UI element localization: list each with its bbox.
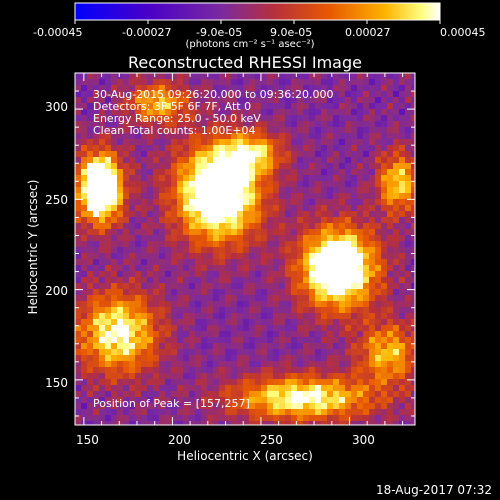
x-tick-label: 200 (168, 433, 191, 447)
footer-date: 18-Aug-2017 07:32 (375, 483, 492, 497)
y-tick-label: 250 (45, 193, 68, 207)
plot-title: Reconstructed RHESSI Image (128, 53, 362, 72)
y-tick-label: 300 (45, 100, 68, 114)
colorbar-tick-label: 9.0e-05 (270, 26, 313, 39)
colorbar-tick-label: -0.00027 (122, 26, 172, 39)
colorbar-tick-label: 0.00027 (345, 26, 391, 39)
detectors-info: Detectors: 3F 5F 6F 7F, Att 0 (93, 100, 252, 113)
plot-frame (74, 72, 416, 426)
peak-position: Position of Peak = [157,257] (93, 397, 250, 410)
time-range: 30-Aug-2015 09:26:20.000 to 09:36:20.000 (93, 88, 334, 101)
x-tick-label: 300 (352, 433, 375, 447)
colorbar-tick-label: 0.00045 (440, 26, 486, 39)
x-tick-label: 150 (76, 433, 99, 447)
y-tick-label: 150 (45, 376, 68, 390)
colorbar-tick-label: -9.0e-05 (196, 26, 243, 39)
colorbar-units: (photons cm⁻² s⁻¹ asec⁻²) (185, 39, 315, 50)
colorbar (74, 2, 441, 21)
x-axis-label: Heliocentric X (arcsec) (177, 449, 313, 463)
colorbar-tick-marks (74, 20, 441, 24)
axis-tick-marks (75, 72, 415, 425)
y-tick-label: 200 (45, 284, 68, 298)
y-axis-label: Heliocentric Y (arcsec) (26, 179, 40, 315)
colorbar-tick-label: -0.00045 (33, 26, 83, 39)
energy-range: Energy Range: 25.0 - 50.0 keV (93, 112, 261, 125)
heatmap-image (75, 73, 415, 425)
clean-counts: Clean Total counts: 1.00E+04 (93, 124, 256, 137)
x-tick-label: 250 (260, 433, 283, 447)
